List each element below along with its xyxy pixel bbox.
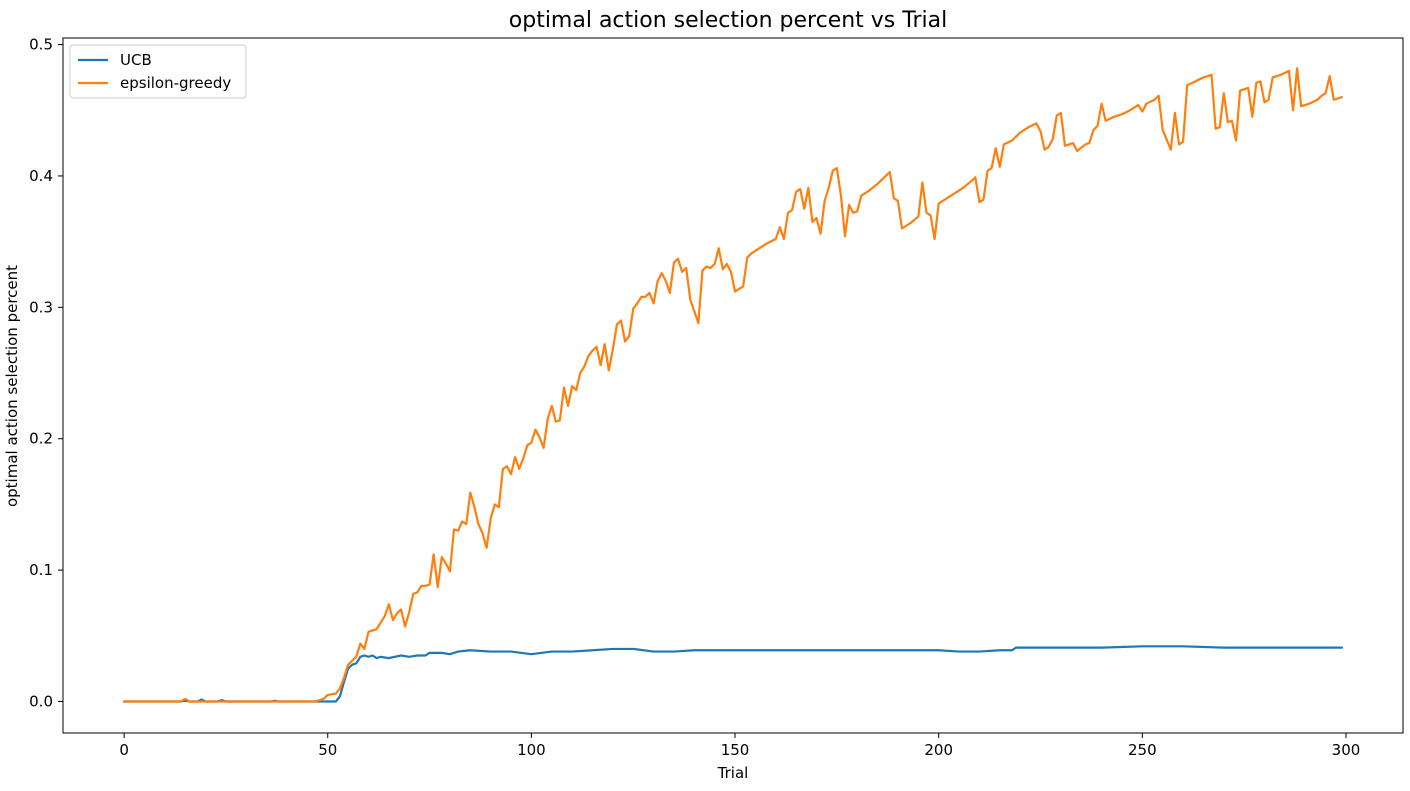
x-tick-label: 0	[119, 741, 129, 759]
plot-frame	[62, 37, 1404, 734]
y-tick-label: 0.5	[29, 36, 53, 54]
y-tick-label: 0.0	[29, 692, 53, 710]
x-tick-label: 250	[1128, 741, 1157, 759]
x-axis: 0 50 100 150 200 250 300	[119, 733, 1360, 759]
chart-title: optimal action selection percent vs Tria…	[509, 8, 947, 33]
y-tick-label: 0.4	[29, 167, 53, 185]
x-axis-label: Trial	[717, 764, 749, 782]
y-tick-label: 0.3	[29, 298, 53, 316]
y-tick-label: 0.2	[29, 430, 53, 448]
y-tick-label: 0.1	[29, 561, 53, 579]
y-axis: 0.0 0.1 0.2 0.3 0.4 0.5	[29, 36, 63, 710]
x-tick-label: 50	[318, 741, 337, 759]
series-line-epsilon-greedy	[122, 67, 1344, 703]
series-line-ucb	[122, 645, 1344, 703]
y-axis-label: optimal action selection percent	[3, 265, 21, 507]
x-tick-label: 100	[517, 741, 546, 759]
series-layer	[122, 67, 1344, 703]
x-tick-label: 200	[924, 741, 953, 759]
legend: UCB epsilon-greedy	[69, 44, 247, 99]
legend-label: epsilon-greedy	[120, 74, 231, 92]
x-tick-label: 150	[721, 741, 750, 759]
legend-label: UCB	[120, 51, 152, 69]
x-tick-label: 300	[1332, 741, 1361, 759]
legend-box	[69, 44, 247, 99]
